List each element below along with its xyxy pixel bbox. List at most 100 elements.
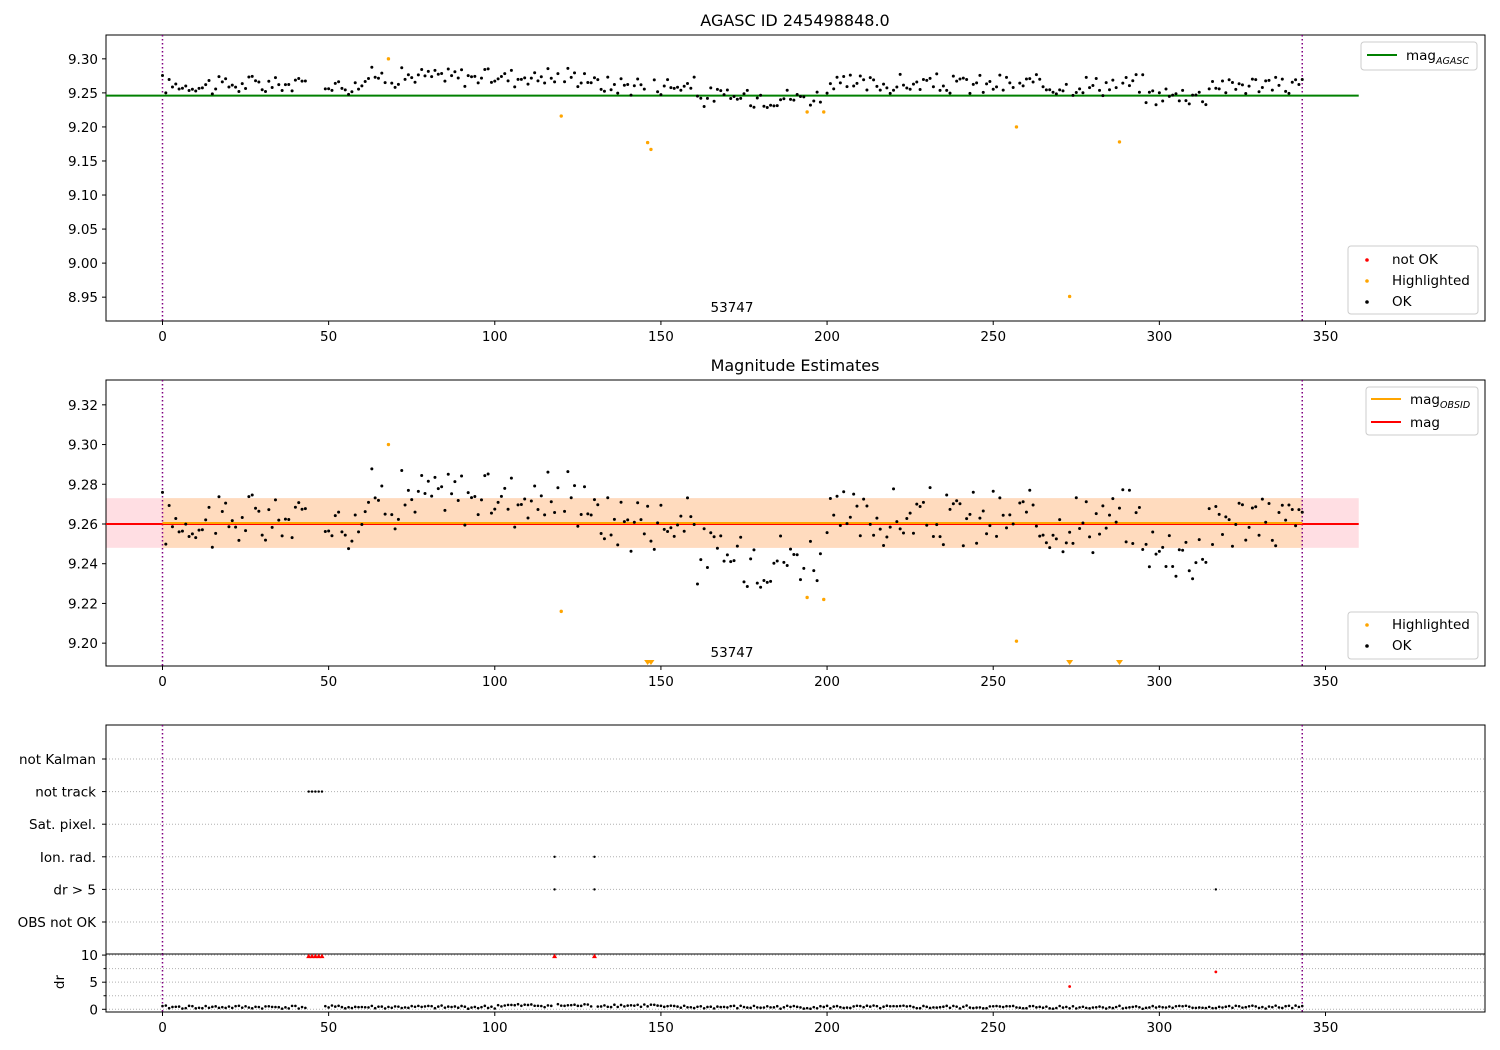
ok-point	[606, 496, 610, 500]
ok-point	[656, 521, 660, 525]
ok-point	[450, 74, 454, 78]
ok-point	[1290, 80, 1294, 84]
dr-point	[423, 1005, 427, 1008]
ok-point	[629, 549, 633, 553]
ok-point	[729, 560, 733, 564]
ok-point	[1264, 520, 1268, 524]
ok-point	[363, 510, 367, 514]
y-tick-label: 9.30	[68, 438, 98, 454]
dr-point	[991, 1004, 995, 1008]
dr-point	[523, 1003, 526, 1006]
ok-point	[543, 81, 547, 85]
dr-point	[955, 1005, 958, 1008]
dr-point	[403, 1006, 407, 1009]
ok-point	[882, 544, 886, 548]
ok-point	[868, 76, 872, 80]
estimates-panel-annotation: 53747	[711, 645, 754, 661]
ok-point	[931, 534, 935, 538]
ok-point	[170, 85, 174, 89]
ok-point	[207, 78, 211, 82]
ok-point	[1224, 515, 1228, 519]
dr-point	[1091, 1006, 1095, 1009]
dr-point	[952, 1004, 955, 1008]
dr-point	[221, 1005, 224, 1009]
ok-point	[1171, 564, 1175, 568]
ok-point	[1164, 565, 1168, 569]
ok-point	[858, 74, 862, 78]
dr-point	[1068, 1007, 1071, 1010]
y-tick-label: 9.25	[68, 86, 98, 102]
dr-point	[749, 1006, 752, 1010]
ok-point	[1290, 508, 1294, 512]
ok-point	[184, 522, 188, 526]
offscale-marker	[1066, 660, 1074, 665]
ok-point	[769, 103, 773, 107]
dr-point	[696, 1005, 699, 1009]
dr-point	[1048, 1007, 1052, 1010]
ok-point	[699, 558, 703, 562]
dr-point	[1021, 1006, 1025, 1010]
ok-point	[523, 76, 527, 80]
dr-point	[839, 1005, 842, 1009]
ok-point	[898, 527, 902, 531]
ok-point	[792, 553, 796, 557]
dr-point	[729, 1004, 733, 1008]
ok-point	[1214, 86, 1218, 90]
ok-point	[1108, 513, 1112, 517]
ok-point	[609, 88, 613, 92]
ok-point	[676, 85, 680, 89]
ok-point	[426, 69, 430, 73]
ok-point	[197, 86, 201, 90]
ok-point	[543, 513, 547, 517]
dr-point	[254, 1005, 257, 1009]
dr-point	[706, 1005, 709, 1009]
dr-point	[639, 1005, 643, 1009]
ok-point	[1187, 102, 1191, 106]
dr-point	[699, 1004, 703, 1008]
ok-point	[167, 504, 171, 508]
dr-point	[297, 1007, 301, 1010]
ok-point	[988, 524, 992, 528]
ok-point	[526, 82, 530, 86]
ok-point	[440, 72, 444, 76]
ok-point	[772, 561, 776, 565]
ok-point	[1041, 85, 1045, 89]
dr-point	[1058, 1004, 1061, 1008]
dr-point	[1264, 1007, 1267, 1010]
dr-point	[643, 1003, 646, 1006]
ok-point	[679, 514, 683, 518]
ok-point	[705, 565, 709, 569]
dr-point	[845, 1006, 849, 1009]
ok-point	[230, 519, 234, 523]
dr-point	[353, 1005, 357, 1009]
highlighted-point	[645, 140, 650, 145]
dr-point	[569, 1003, 573, 1007]
ok-point	[280, 534, 284, 538]
flag-category-label: not Kalman	[19, 752, 96, 768]
ok-point	[888, 525, 892, 529]
ok-point	[1184, 99, 1188, 103]
dr-point	[619, 1003, 623, 1007]
ok-point	[712, 535, 716, 539]
dr-red-point	[1214, 970, 1218, 974]
ok-point	[473, 494, 477, 498]
ok-point	[1227, 78, 1231, 82]
ok-point	[875, 516, 879, 520]
ok-point	[177, 87, 181, 91]
ok-point	[725, 88, 729, 92]
ok-point	[795, 553, 799, 557]
dr-point	[679, 1006, 683, 1009]
dr-point	[217, 1006, 221, 1010]
ok-point	[1244, 538, 1248, 542]
ok-point	[1078, 87, 1082, 91]
ok-point	[845, 85, 849, 89]
ok-point	[1227, 518, 1231, 522]
dr-point	[456, 1006, 460, 1010]
x-tick-label: 300	[1146, 1020, 1172, 1036]
ok-point	[210, 92, 214, 96]
ok-point	[712, 99, 716, 103]
ok-point	[1280, 503, 1284, 507]
ok-point	[1220, 79, 1224, 83]
ok-point	[609, 533, 613, 537]
legend-bottom	[1347, 611, 1479, 660]
